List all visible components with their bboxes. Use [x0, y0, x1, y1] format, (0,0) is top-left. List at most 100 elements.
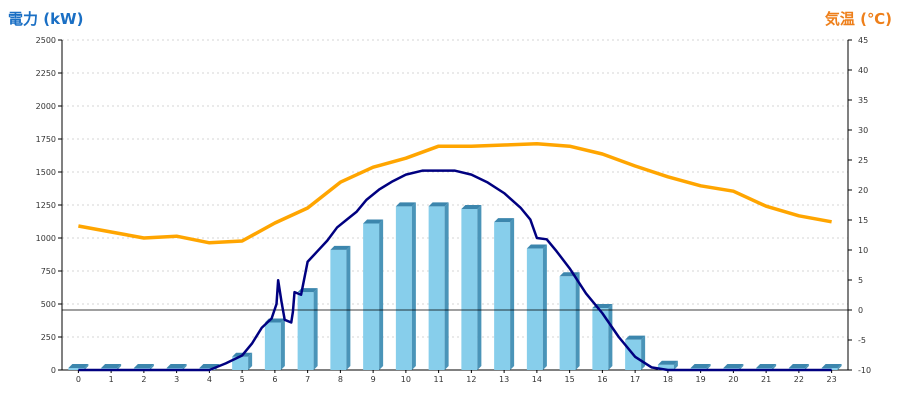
bar-side — [411, 202, 416, 370]
power-line — [78, 169, 832, 372]
bar-top — [657, 360, 678, 365]
x-tick-label: 21 — [761, 375, 771, 384]
bar-side — [444, 202, 449, 370]
bar-side — [84, 364, 89, 370]
bar-top — [625, 335, 646, 340]
bar-front — [526, 248, 543, 370]
bar-top — [428, 202, 449, 207]
x-tick-label: 19 — [696, 375, 706, 384]
x-tick-label: 20 — [728, 375, 738, 384]
bar-side — [641, 335, 646, 370]
bar-side — [575, 272, 580, 370]
bar-front — [232, 356, 249, 370]
x-tick-label: 11 — [434, 375, 444, 384]
bar-front — [494, 222, 511, 370]
x-tick-label: 2 — [141, 375, 146, 384]
right-tick-label: 0 — [858, 306, 863, 315]
bar-top — [494, 218, 515, 223]
right-tick-label: 40 — [858, 66, 868, 75]
bar-top — [133, 364, 154, 369]
bar-front — [657, 364, 674, 370]
x-tick-label: 18 — [663, 375, 673, 384]
left-tick-label: 2500 — [36, 36, 56, 45]
bar-front — [297, 292, 314, 370]
x-tick-label: 1 — [109, 375, 114, 384]
bar-top — [395, 202, 416, 207]
left-tick-label: 2250 — [36, 69, 56, 78]
left-tick-label: 250 — [41, 333, 56, 342]
x-tick-label: 0 — [76, 375, 81, 384]
left-tick-label: 1500 — [36, 168, 56, 177]
bar-top — [756, 364, 777, 369]
bar-front — [592, 307, 609, 370]
bar-top — [101, 364, 122, 369]
right-tick-label: 25 — [858, 156, 868, 165]
x-tick-label: 17 — [630, 375, 640, 384]
right-tick-label: 35 — [858, 96, 868, 105]
left-tick-label: 0 — [51, 366, 56, 375]
temperature-line — [78, 142, 832, 245]
bar-top — [166, 364, 187, 369]
bar-front — [68, 368, 85, 370]
bar-side — [772, 364, 777, 370]
right-tick-label: 10 — [858, 246, 868, 255]
x-tick-label: 3 — [174, 375, 179, 384]
bar-top — [788, 364, 809, 369]
right-tick-label: 20 — [858, 186, 868, 195]
bar-side — [149, 364, 154, 370]
x-tick-label: 15 — [565, 375, 575, 384]
x-tick-label: 13 — [499, 375, 509, 384]
bar-front — [559, 276, 576, 370]
x-tick-label: 14 — [532, 375, 542, 384]
bar-side — [608, 303, 613, 370]
bar-top — [690, 364, 711, 369]
left-tick-label: 2000 — [36, 102, 56, 111]
bar-top — [330, 245, 351, 250]
bar-top — [363, 219, 384, 224]
x-tick-label: 4 — [207, 375, 212, 384]
left-tick-label: 1750 — [36, 135, 56, 144]
bar-top — [68, 364, 89, 369]
bar-front — [395, 206, 412, 370]
bar-side — [837, 364, 842, 370]
bar-front — [363, 223, 380, 370]
bar-side — [673, 360, 678, 370]
bar-side — [706, 364, 711, 370]
right-tick-label: 30 — [858, 126, 868, 135]
bar-top — [526, 244, 547, 249]
x-tick-label: 8 — [338, 375, 343, 384]
bar-side — [346, 245, 351, 370]
bar-side — [280, 318, 285, 370]
x-tick-label: 6 — [272, 375, 277, 384]
bar-side — [248, 352, 253, 370]
right-tick-label: -10 — [858, 366, 871, 375]
right-axis-title: 気温 (℃) — [824, 10, 892, 28]
left-tick-label: 1250 — [36, 201, 56, 210]
right-tick-label: 5 — [858, 276, 863, 285]
x-tick-label: 22 — [794, 375, 804, 384]
right-tick-label: 15 — [858, 216, 868, 225]
bar-top — [461, 204, 482, 209]
bar-front — [264, 322, 281, 370]
left-tick-label: 750 — [41, 267, 56, 276]
bar-side — [510, 218, 515, 370]
x-tick-label: 16 — [597, 375, 607, 384]
x-tick-label: 12 — [466, 375, 476, 384]
right-tick-label: 45 — [858, 36, 868, 45]
bar-side — [542, 244, 547, 370]
left-tick-label: 1000 — [36, 234, 56, 243]
bar-front — [428, 206, 445, 370]
bar-top — [723, 364, 744, 369]
x-tick-label: 23 — [827, 375, 837, 384]
left-tick-label: 500 — [41, 300, 56, 309]
x-tick-label: 10 — [401, 375, 411, 384]
bar-side — [379, 219, 384, 370]
x-tick-label: 5 — [240, 375, 245, 384]
bar-side — [117, 364, 122, 370]
left-axis-title: 電力 (kW) — [8, 10, 84, 28]
bar-side — [804, 364, 809, 370]
bar-side — [739, 364, 744, 370]
bar-side — [477, 204, 482, 370]
right-tick-label: -5 — [858, 336, 866, 345]
